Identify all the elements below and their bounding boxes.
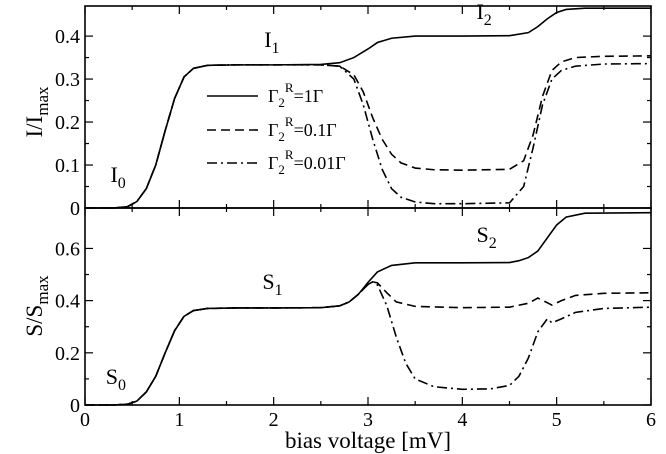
current-y-axis-label-sub: max	[33, 86, 52, 116]
current-series-dashdot	[85, 62, 652, 209]
current-series-solid	[85, 7, 651, 209]
current-y-tick-label: 0.3	[55, 69, 80, 91]
x-tick-label: 1	[174, 409, 184, 431]
x-tick-label: 0	[80, 409, 90, 431]
noise-y-axis-label-main: S/S	[22, 305, 47, 337]
current-panel-ticks: 0 0.1 0.2 0.3 0.4	[55, 6, 652, 220]
noise-annotation: S0	[106, 364, 126, 394]
noise-series-dashdot	[85, 280, 652, 406]
legend-entry-label: Γ2R=1Γ	[268, 80, 323, 110]
noise-y-axis-label-sub: max	[33, 275, 52, 305]
current-panel: 0 0.1 0.2 0.3 0.4 I0 I1 I2 Γ2R=1Γ Γ2R=0.1ΓΓ2R=0…	[22, 0, 652, 220]
current-annotations: I0 I1 I2	[110, 0, 491, 192]
legend-entry-label: Γ2R=0.01Γ	[268, 147, 346, 177]
noise-series-solid	[85, 211, 652, 406]
noise-y-tick-label: 0.6	[55, 238, 80, 260]
current-annotation: I2	[476, 0, 491, 29]
x-tick-label: 2	[269, 409, 279, 431]
noise-series-group	[85, 211, 652, 406]
current-y-axis-label-main: I/I	[22, 116, 47, 138]
current-series-dashed	[85, 55, 652, 209]
current-y-axis-label: I/Imax	[22, 86, 52, 137]
current-y-tick-label: 0.1	[55, 155, 80, 177]
x-axis-ticks: 0 1 2 3 4 5 6	[80, 409, 656, 431]
noise-annotation: S2	[476, 222, 496, 252]
noise-annotations: S0 S1 S2	[106, 222, 497, 394]
noise-series-dashed	[85, 280, 652, 406]
noise-y-axis-label: S/Smax	[22, 275, 52, 337]
current-y-tick-label: 0.4	[55, 26, 80, 48]
x-tick-label: 3	[363, 409, 373, 431]
noise-y-tick-label: 0.4	[55, 291, 80, 313]
x-tick-label: 6	[646, 409, 656, 431]
noise-panel-frame	[84, 207, 652, 406]
current-annotation: I0	[110, 162, 125, 192]
current-series-group	[85, 7, 652, 209]
current-y-tick-label: 0	[70, 198, 80, 220]
noise-panel: 0 0.2 0.4 0.6 S0 S1 S2 0 1 2 3 4 5 6 S/Smax bias vo…	[22, 207, 656, 453]
current-y-tick-label: 0.2	[55, 112, 80, 134]
x-axis-label: bias voltage [mV]	[285, 428, 451, 453]
noise-y-tick-label: 0.2	[55, 343, 80, 365]
legend-entry-label: Γ2R=0.1Γ	[268, 114, 337, 144]
current-annotation: I1	[264, 27, 279, 57]
x-tick-label: 4	[457, 409, 467, 431]
noise-annotation: S1	[262, 269, 282, 299]
noise-panel-ticks: 0 0.2 0.4 0.6	[55, 208, 652, 417]
x-tick-label: 5	[552, 409, 562, 431]
noise-y-tick-label: 0	[70, 395, 80, 417]
